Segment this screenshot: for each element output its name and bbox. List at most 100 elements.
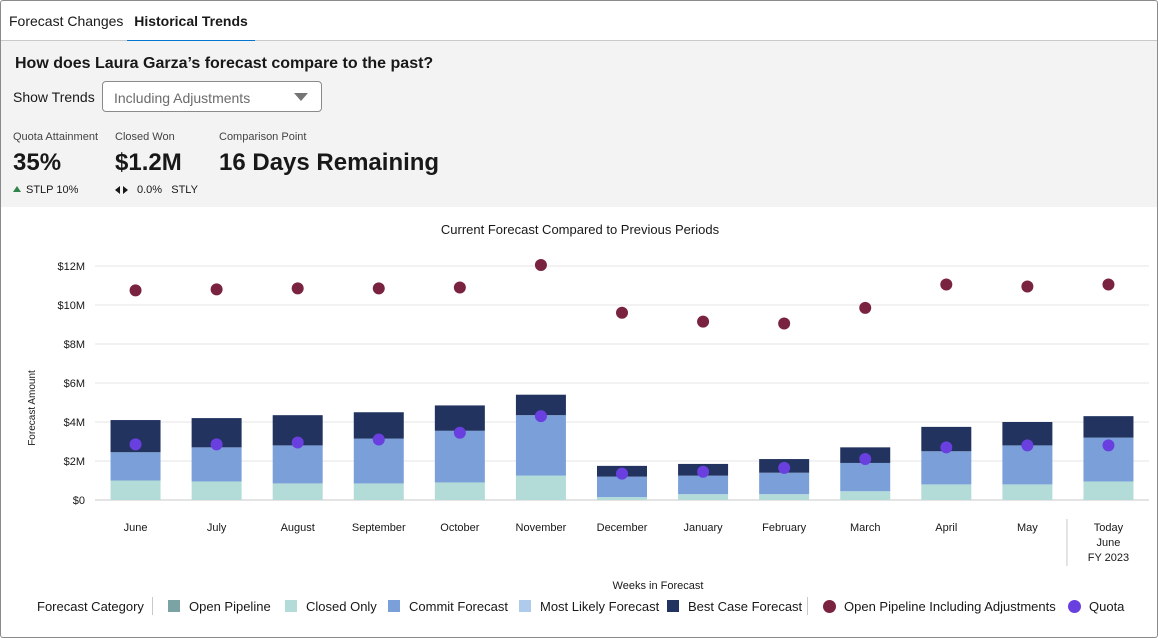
x-tick-label: May [1017, 522, 1038, 534]
bar-commit-forecast [272, 445, 323, 484]
show-trends-select[interactable]: Including Adjustments [102, 81, 322, 112]
x-tick-label: June [124, 522, 148, 534]
arrow-right-icon [123, 186, 128, 194]
bar-commit-forecast [759, 472, 810, 495]
point-quota [859, 453, 872, 466]
metric-label: Quota Attainment [13, 131, 98, 143]
metric-trend-label: STLY [171, 184, 198, 196]
bar-commit-forecast [921, 451, 972, 485]
bar-best-case-forecast [434, 405, 485, 431]
legend-swatch [168, 600, 180, 612]
legend-divider [152, 597, 153, 615]
bar-commit-forecast [191, 447, 242, 482]
x-tick-label: Today [1094, 522, 1124, 534]
y-tick-label: $2M [64, 456, 85, 468]
legend-item-pipeline-adjustments[interactable]: Open Pipeline Including Adjustments [823, 599, 1056, 614]
point-quota [534, 410, 547, 423]
legend-label: Quota [1089, 599, 1125, 614]
point-pipeline-adjustments [859, 301, 872, 314]
legend-item-closed-only[interactable]: Closed Only [285, 599, 377, 614]
bar-closed-only [678, 494, 729, 500]
metric-trend: 0.0% STLY [115, 184, 198, 196]
bar-closed-only [110, 480, 161, 500]
x-tick-label: January [684, 522, 724, 534]
point-pipeline-adjustments [210, 283, 223, 296]
bar-closed-only [1002, 484, 1053, 500]
y-tick-label: $0 [73, 495, 85, 507]
legend-title: Forecast Category [37, 599, 144, 614]
metric-value: $1.2M [115, 149, 182, 176]
x-tick-label: FY 2023 [1088, 552, 1129, 564]
metric-label: Closed Won [115, 131, 175, 143]
legend-swatch [388, 600, 400, 612]
show-trends-label: Show Trends [13, 89, 95, 105]
legend-item-best-case-forecast[interactable]: Best Case Forecast [667, 599, 802, 614]
summary-section: How does Laura Garza’s forecast compare … [1, 41, 1157, 207]
metric-trend: STLP 10% [13, 184, 98, 196]
legend-label: Most Likely Forecast [540, 599, 660, 614]
x-tick-label: April [935, 522, 957, 534]
metric-trend-text: STLP 10% [26, 184, 79, 196]
x-tick-label: December [597, 522, 648, 534]
y-tick-label: $4M [64, 417, 85, 429]
legend-label: Open Pipeline Including Adjustments [844, 599, 1056, 614]
y-tick-label: $6M [64, 378, 85, 390]
legend-item-commit-forecast[interactable]: Commit Forecast [388, 599, 508, 614]
bar-closed-only [1083, 481, 1134, 500]
point-quota [778, 461, 791, 474]
bar-commit-forecast [840, 462, 891, 492]
legend-swatch [667, 600, 679, 612]
chart-legend: Forecast Category Open Pipeline Closed O… [1, 597, 1157, 617]
bar-closed-only [191, 481, 242, 500]
point-quota [372, 433, 385, 446]
legend-divider [807, 597, 808, 615]
point-pipeline-adjustments [372, 282, 385, 295]
bar-best-case-forecast [1002, 422, 1053, 446]
point-pipeline-adjustments [940, 278, 953, 291]
chart-title: Current Forecast Compared to Previous Pe… [440, 222, 720, 237]
arrow-up-icon [13, 186, 21, 192]
x-tick-label: July [207, 522, 227, 534]
point-quota [453, 426, 466, 439]
x-axis-title: Weeks in Forecast [613, 580, 704, 592]
point-pipeline-adjustments [291, 282, 304, 295]
bar-commit-forecast [597, 476, 647, 498]
point-pipeline-adjustments [453, 281, 466, 294]
forecast-chart: $0 $2M $4M $6M $8M $10M $12M Forecast Amount Jun… [27, 259, 1149, 592]
metric-value: 35% [13, 149, 62, 176]
bar-closed-only [515, 475, 566, 500]
tab-forecast-changes[interactable]: Forecast Changes [9, 13, 124, 29]
bar-commit-forecast [110, 452, 161, 481]
bar-closed-only [353, 483, 404, 500]
legend-item-quota[interactable]: Quota [1068, 599, 1124, 614]
legend-swatch [519, 600, 531, 612]
bar-closed-only [840, 491, 891, 500]
legend-item-most-likely-forecast[interactable]: Most Likely Forecast [519, 599, 659, 614]
legend-swatch [285, 600, 297, 612]
point-pipeline-adjustments [1102, 278, 1115, 291]
legend-swatch [1068, 600, 1081, 613]
x-tick-label: August [281, 522, 315, 534]
point-quota [616, 467, 628, 480]
bar-closed-only [597, 497, 647, 500]
x-tick-label: March [850, 522, 881, 534]
point-quota [697, 465, 710, 478]
legend-swatch [823, 600, 836, 613]
bar-closed-only [272, 483, 323, 500]
metric-closed-won: Closed Won $1.2M 0.0% STLY [115, 131, 198, 196]
x-tick-label: February [762, 522, 807, 534]
legend-label: Commit Forecast [409, 599, 508, 614]
y-tick-label: $12M [57, 261, 85, 273]
bar-closed-only [759, 494, 810, 500]
bar-commit-forecast [434, 430, 485, 483]
bar-commit-forecast [1002, 445, 1053, 485]
metric-trend-value: 0.0% [137, 184, 163, 196]
point-pipeline-adjustments [129, 284, 142, 297]
legend-item-open-pipeline[interactable]: Open Pipeline [168, 599, 271, 614]
legend-label: Open Pipeline [189, 599, 271, 614]
bar-commit-forecast [678, 475, 729, 495]
show-trends-value: Including Adjustments [114, 90, 251, 106]
metric-value: 16 Days Remaining [219, 149, 440, 176]
y-axis-title: Forecast Amount [27, 370, 38, 446]
x-tick-label: September [352, 522, 406, 534]
